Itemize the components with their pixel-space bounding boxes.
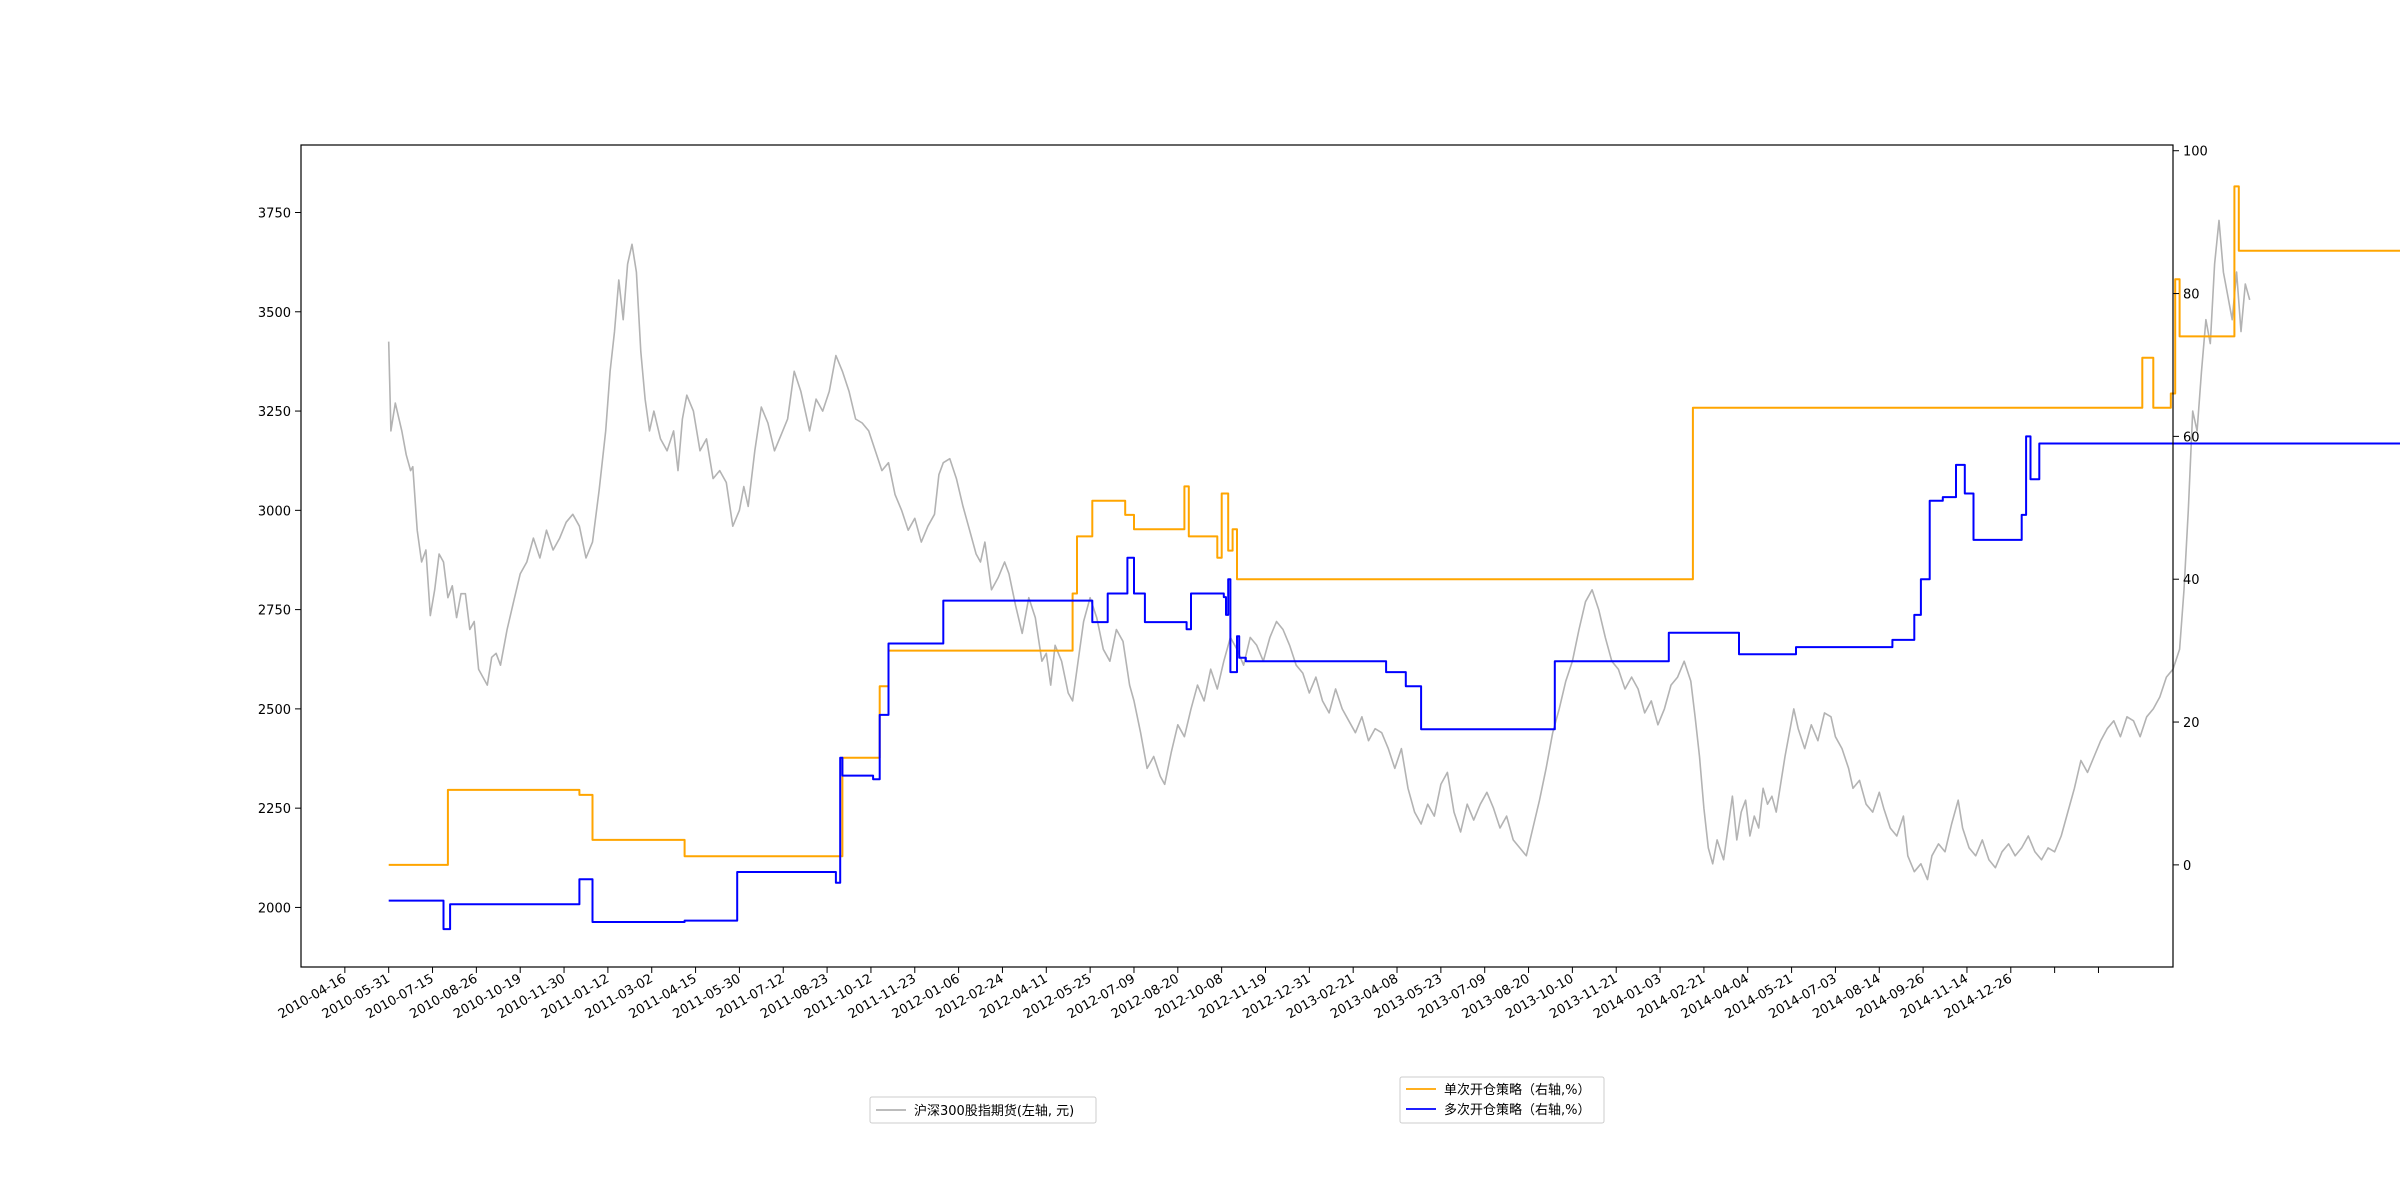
y-axis-right: 0 20 40 60 80 100	[2173, 145, 2208, 874]
series-single-entry-line	[388, 185, 2400, 866]
y-left-tick-label: 2750	[258, 604, 291, 619]
legend-left-box	[869, 1096, 1097, 1124]
series-index-line	[387, 219, 2251, 881]
legend-left: 沪深300股指期货(左轴, 元)	[869, 1096, 1097, 1124]
legend-label-multi: 多次开仓策略（右轴,%）	[1444, 1102, 1591, 1118]
y-right-tick-label: 0	[2183, 859, 2191, 874]
y-right-tick-label: 40	[2183, 573, 2200, 588]
legend-label-index: 沪深300股指期货(左轴, 元)	[914, 1103, 1074, 1119]
y-axis-left: 2000 2250 2500 2750 3000 3250 3500 3750	[258, 207, 301, 916]
y-right-tick-label: 20	[2183, 716, 2200, 731]
y-left-tick-label: 3500	[258, 306, 291, 321]
y-left-tick-label: 2250	[258, 802, 291, 817]
y-left-tick-label: 3250	[258, 405, 291, 420]
y-right-tick-label: 60	[2183, 430, 2200, 445]
y-left-tick-label: 2000	[258, 901, 291, 916]
plot-frame	[300, 144, 2174, 968]
legend-label-single: 单次开仓策略（右轴,%）	[1444, 1082, 1591, 1098]
y-left-tick-label: 3000	[258, 504, 291, 519]
y-left-tick-label: 2500	[258, 703, 291, 718]
legend-right-box	[1399, 1076, 1605, 1124]
y-right-tick-label: 80	[2183, 288, 2200, 303]
y-right-tick-label: 100	[2183, 145, 2208, 160]
y-left-tick-label: 3750	[258, 207, 291, 222]
series-lines	[387, 185, 2400, 931]
series-multi-entry-line	[388, 435, 2400, 931]
legend-right: 单次开仓策略（右轴,%） 多次开仓策略（右轴,%）	[1399, 1076, 1605, 1124]
